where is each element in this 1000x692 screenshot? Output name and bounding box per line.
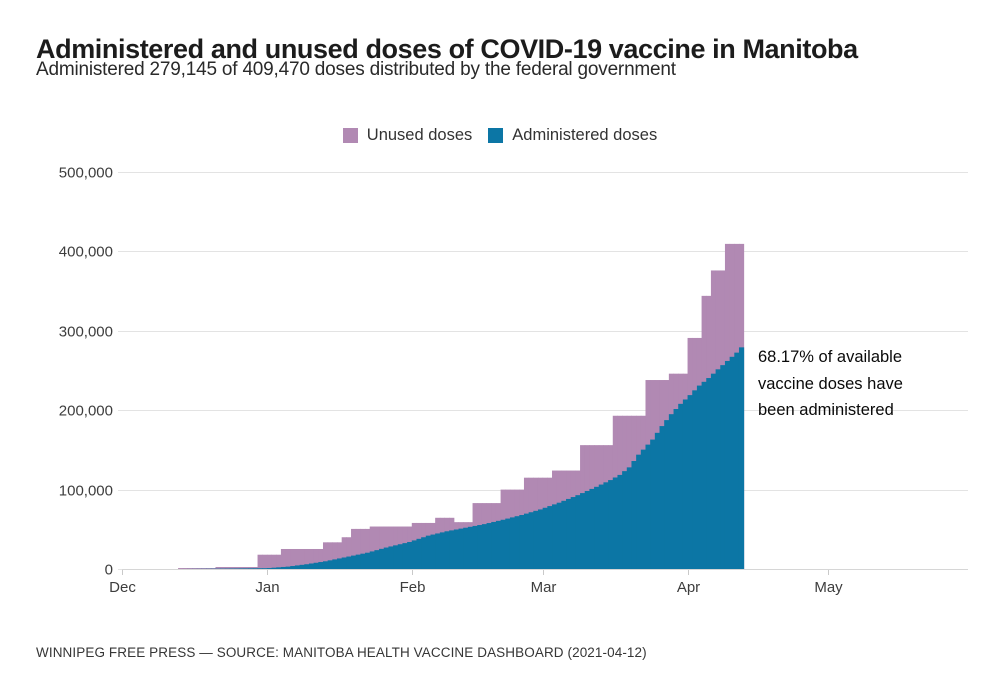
legend-item-unused: Unused doses <box>342 126 473 145</box>
legend-label-administered: Administered doses <box>512 126 658 144</box>
annotation-line: 68.17% of available <box>758 348 903 366</box>
svg-text:Feb: Feb <box>400 579 426 596</box>
legend-swatch-administered-icon <box>488 128 504 143</box>
legend-swatch-unused-icon <box>342 128 358 143</box>
svg-text:300,000: 300,000 <box>59 324 113 341</box>
footer-source: WINNIPEG FREE PRESS — SOURCE: MANITOBA H… <box>36 645 647 660</box>
chart-subtitle: Administered 279,145 of 409,470 doses di… <box>36 59 676 80</box>
page-title: Administered and unused doses of COVID-1… <box>36 34 858 65</box>
annotation-line: vaccine doses have <box>758 374 903 393</box>
svg-text:Jan: Jan <box>255 579 279 596</box>
legend-item-administered: Administered doses <box>488 126 657 145</box>
svg-text:400,000: 400,000 <box>59 244 113 261</box>
svg-text:200,000: 200,000 <box>59 403 113 420</box>
svg-text:May: May <box>814 579 843 596</box>
svg-text:Mar: Mar <box>531 579 557 596</box>
chart-annotation: 68.17% of available vaccine doses have b… <box>758 344 968 424</box>
svg-text:Dec: Dec <box>109 579 136 596</box>
svg-text:500,000: 500,000 <box>59 165 113 182</box>
annotation-line: been administered <box>758 401 894 419</box>
chart-legend: Unused doses Administered doses <box>0 126 1000 145</box>
svg-text:0: 0 <box>105 562 113 579</box>
svg-text:100,000: 100,000 <box>59 483 113 500</box>
svg-text:Apr: Apr <box>677 579 700 596</box>
legend-label-unused: Unused doses <box>366 126 473 144</box>
